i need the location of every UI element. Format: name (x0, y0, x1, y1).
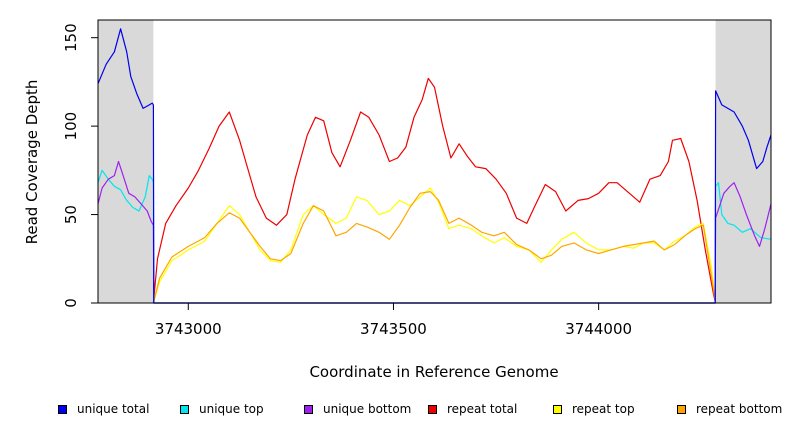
y-tick-label: 100 (62, 112, 80, 141)
legend-item-repeat-top: repeat top (553, 400, 635, 418)
y-tick-label: 150 (62, 23, 80, 52)
legend-swatch (180, 404, 189, 414)
legend-item-unique-bottom: unique bottom (304, 400, 411, 418)
series-repeat-top (152, 187, 717, 304)
legend-label: unique total (77, 402, 150, 416)
legend-label: repeat top (572, 402, 635, 416)
legend-label: repeat bottom (696, 402, 783, 416)
series-repeat-bottom (152, 191, 717, 304)
x-axis-label: Coordinate in Reference Genome (309, 363, 558, 381)
x-tick-label: 3743000 (155, 320, 222, 338)
legend: unique total unique top unique bottom repea… (0, 400, 792, 418)
legend-swatch (428, 404, 437, 414)
y-axis-label: Read Coverage Depth (23, 80, 41, 245)
x-tick-label: 3744000 (565, 320, 632, 338)
legend-item-unique-top: unique top (180, 400, 264, 418)
series-unique-bottom (97, 160, 772, 304)
x-tick-label: 3743500 (360, 320, 427, 338)
legend-swatch (304, 404, 313, 414)
shaded-region-2 (715, 20, 771, 303)
series-unique-top (97, 169, 772, 304)
plot-frame (97, 19, 772, 304)
y-tick-label: 0 (62, 298, 80, 308)
series-lines (97, 28, 772, 304)
legend-swatch (553, 404, 562, 414)
series-unique-total (97, 28, 772, 304)
legend-item-repeat-total: repeat total (428, 400, 517, 418)
series-repeat-total (152, 77, 717, 304)
legend-label: unique top (199, 402, 264, 416)
shaded-region-1 (98, 20, 154, 303)
legend-swatch (677, 404, 686, 414)
legend-item-unique-total: unique total (58, 400, 149, 418)
shaded-regions (98, 20, 771, 303)
legend-label: unique bottom (323, 402, 412, 416)
y-tick-label: 50 (62, 205, 80, 224)
legend-item-repeat-bottom: repeat bottom (677, 400, 782, 418)
axes: 0 50 100 150 3743000 3743500 3744000 (62, 23, 632, 338)
legend-swatch (58, 404, 67, 414)
legend-label: repeat total (447, 402, 518, 416)
